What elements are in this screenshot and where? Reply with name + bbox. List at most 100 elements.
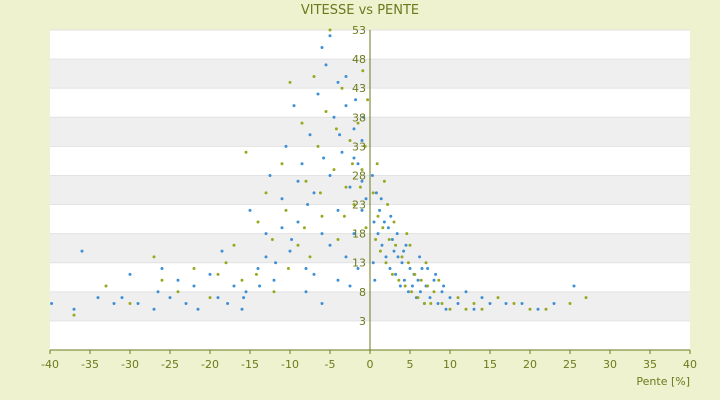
data-point <box>396 255 400 259</box>
data-point <box>408 243 412 247</box>
data-point <box>256 267 260 270</box>
data-point <box>280 197 284 201</box>
data-point <box>436 302 440 305</box>
data-point <box>176 290 180 294</box>
x-tick-label: -35 <box>81 358 99 371</box>
data-point <box>437 278 441 282</box>
data-point <box>392 249 396 253</box>
data-point <box>356 121 360 125</box>
data-point <box>378 249 382 253</box>
data-point <box>208 296 212 300</box>
data-point <box>256 220 260 224</box>
data-point <box>304 179 308 183</box>
data-point <box>440 290 444 294</box>
data-point <box>374 191 378 195</box>
y-tick-label: 8 <box>359 286 366 299</box>
data-point <box>371 261 375 265</box>
points-layer <box>50 28 588 317</box>
data-point <box>410 284 414 288</box>
data-point <box>552 302 556 305</box>
data-point <box>344 104 348 108</box>
data-point <box>456 296 460 300</box>
x-tick-label: -25 <box>161 358 179 371</box>
data-point <box>426 284 430 288</box>
data-point <box>366 98 370 102</box>
data-point <box>296 220 300 224</box>
data-point <box>284 208 288 212</box>
x-tick-labels: -40 -35 -30 -25 -20 -15 -10 -5 0 5 10 15 20 25 30 35 40 <box>41 350 697 371</box>
x-tick-label: 10 <box>443 358 457 371</box>
data-point <box>242 296 246 300</box>
y-tick-label: 38 <box>352 111 366 124</box>
data-point <box>232 243 236 247</box>
data-point <box>160 278 164 282</box>
data-point <box>342 214 346 218</box>
data-point <box>268 174 272 177</box>
data-point <box>344 75 348 78</box>
data-point <box>264 255 268 259</box>
data-point <box>348 284 352 288</box>
y-tick-label: 48 <box>352 53 366 66</box>
data-point <box>448 296 452 300</box>
data-point <box>136 302 140 305</box>
data-point <box>418 255 422 259</box>
data-point <box>416 278 420 282</box>
data-point <box>364 197 368 201</box>
data-point <box>406 290 410 294</box>
y-tick-label: 23 <box>352 199 366 212</box>
data-point <box>318 191 322 195</box>
data-point <box>382 220 386 224</box>
data-point <box>360 208 364 212</box>
data-point <box>426 267 430 270</box>
data-point <box>395 232 399 236</box>
data-point <box>378 208 382 212</box>
data-point <box>264 191 268 195</box>
data-point <box>416 296 420 300</box>
data-point <box>244 290 248 294</box>
data-point <box>382 179 386 183</box>
x-tick-label: -15 <box>241 358 259 371</box>
data-point <box>456 302 460 305</box>
data-point <box>120 296 124 300</box>
data-point <box>160 267 164 270</box>
data-point <box>272 290 276 294</box>
x-tick-label: -30 <box>121 358 139 371</box>
data-point <box>352 203 356 206</box>
data-point <box>464 290 468 294</box>
data-point <box>376 214 380 218</box>
data-point <box>216 272 220 276</box>
data-point <box>354 98 358 102</box>
data-point <box>344 255 348 259</box>
y-tick-labels: 53 48 43 38 33 28 23 18 13 8 3 <box>352 24 366 328</box>
data-point <box>356 162 360 166</box>
data-point <box>328 34 332 38</box>
data-point <box>156 290 160 294</box>
data-point <box>400 261 404 265</box>
data-point <box>572 284 576 288</box>
data-point <box>400 255 404 259</box>
data-point <box>406 261 410 265</box>
x-tick-label: 20 <box>523 358 537 371</box>
data-point <box>332 115 336 119</box>
data-point <box>208 272 212 276</box>
data-point <box>402 278 406 282</box>
data-point <box>350 162 354 166</box>
data-point <box>320 214 324 218</box>
data-point <box>226 302 230 305</box>
data-point <box>96 296 100 300</box>
data-point <box>168 296 172 300</box>
data-point <box>387 238 391 241</box>
x-tick-label: -10 <box>281 358 299 371</box>
data-point <box>352 232 356 236</box>
data-point <box>398 284 402 288</box>
data-point <box>50 302 54 305</box>
data-point <box>312 191 316 195</box>
x-tick-label: 0 <box>367 358 374 371</box>
data-point <box>320 302 324 305</box>
data-point <box>390 272 394 276</box>
x-tick-label: -20 <box>201 358 219 371</box>
data-point <box>284 144 288 148</box>
data-point <box>248 208 252 212</box>
data-point <box>568 302 572 305</box>
data-point <box>536 307 540 311</box>
